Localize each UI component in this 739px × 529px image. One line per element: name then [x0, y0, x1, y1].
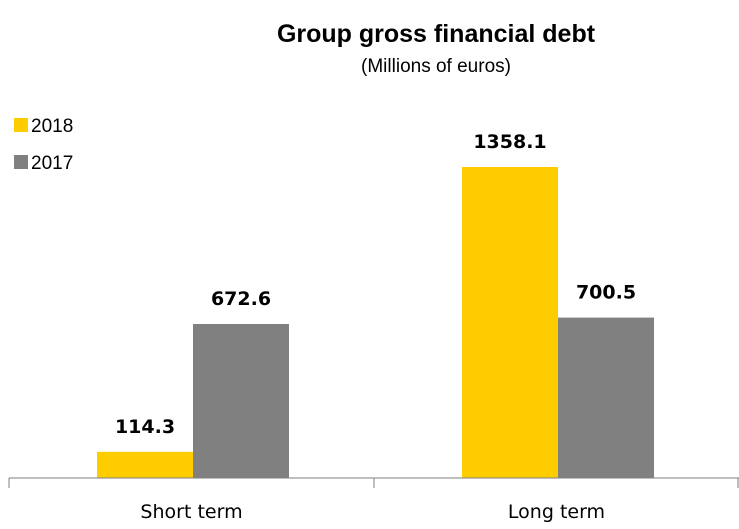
bar-2017-long-term: [558, 317, 654, 478]
data-label-2017-short-term: 672.6: [211, 288, 271, 310]
legend-swatch-2017: [14, 155, 28, 169]
chart-subtitle: (Millions of euros): [361, 56, 511, 77]
plot-area: 114.3 672.6 1358.1 700.5: [97, 131, 654, 478]
legend-label-2018: 2018: [31, 116, 73, 137]
x-tick-label-long-term: Long term: [508, 501, 605, 523]
data-label-2018-long-term: 1358.1: [473, 131, 546, 153]
legend-label-2017: 2017: [31, 153, 73, 174]
bar-2018-short-term: [97, 451, 193, 478]
data-label-2018-short-term: 114.3: [115, 416, 175, 438]
x-axis-tick-labels: Short term Long term: [140, 501, 605, 523]
data-label-2017-long-term: 700.5: [576, 282, 636, 304]
bar-2018-long-term: [462, 167, 558, 478]
legend: 2018 2017: [14, 116, 73, 174]
chart-title: Group gross financial debt: [277, 20, 596, 48]
bar-2017-short-term: [193, 323, 289, 478]
x-tick-label-short-term: Short term: [140, 501, 242, 523]
x-axis-ticks: [8, 478, 739, 488]
legend-swatch-2018: [14, 118, 28, 132]
